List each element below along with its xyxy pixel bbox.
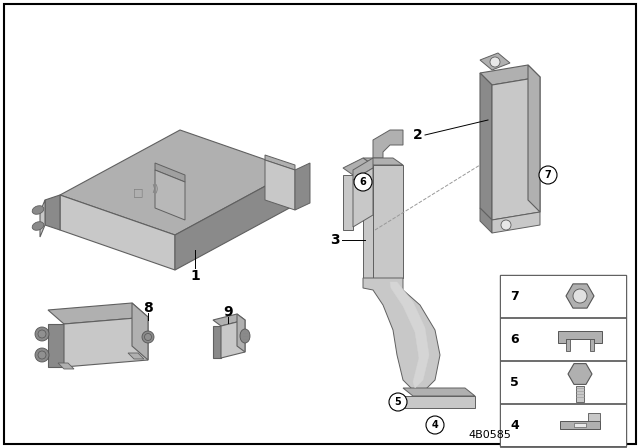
Ellipse shape — [240, 329, 250, 343]
Text: 6: 6 — [360, 177, 366, 187]
Text: 2: 2 — [413, 128, 423, 142]
Polygon shape — [60, 195, 175, 270]
Text: 3: 3 — [330, 233, 340, 247]
Bar — [500, 404, 626, 446]
Polygon shape — [390, 282, 429, 388]
Circle shape — [501, 220, 511, 230]
Polygon shape — [373, 130, 403, 158]
Polygon shape — [480, 208, 492, 233]
Text: 5: 5 — [395, 397, 401, 407]
Polygon shape — [590, 339, 594, 351]
Bar — [500, 275, 626, 446]
Polygon shape — [48, 303, 148, 324]
Polygon shape — [353, 168, 373, 227]
Polygon shape — [353, 158, 373, 180]
Circle shape — [145, 333, 152, 340]
Circle shape — [38, 330, 46, 338]
Polygon shape — [213, 314, 245, 326]
Text: 8: 8 — [143, 301, 153, 315]
Polygon shape — [566, 339, 570, 351]
Bar — [574, 423, 586, 427]
Circle shape — [539, 166, 557, 184]
Polygon shape — [403, 388, 475, 396]
Bar — [500, 447, 626, 448]
Polygon shape — [295, 163, 310, 210]
Polygon shape — [175, 170, 295, 270]
Polygon shape — [492, 212, 540, 233]
Polygon shape — [128, 353, 144, 359]
Polygon shape — [343, 175, 353, 230]
Circle shape — [389, 393, 407, 411]
Bar — [576, 386, 584, 402]
Polygon shape — [132, 303, 148, 360]
Polygon shape — [588, 413, 600, 421]
Text: 4: 4 — [431, 420, 438, 430]
Bar — [500, 318, 626, 360]
Polygon shape — [155, 163, 185, 182]
Ellipse shape — [32, 222, 44, 230]
Circle shape — [573, 289, 587, 303]
Polygon shape — [560, 421, 600, 429]
Polygon shape — [343, 158, 373, 175]
Polygon shape — [265, 155, 295, 170]
Polygon shape — [48, 324, 64, 367]
Ellipse shape — [32, 206, 44, 214]
Polygon shape — [528, 65, 540, 212]
Circle shape — [35, 327, 49, 341]
Polygon shape — [363, 278, 440, 390]
Circle shape — [490, 57, 500, 67]
Polygon shape — [213, 326, 221, 358]
Polygon shape — [363, 165, 373, 278]
Circle shape — [38, 351, 46, 359]
Polygon shape — [58, 363, 74, 369]
Polygon shape — [45, 195, 60, 230]
Polygon shape — [237, 314, 245, 352]
Bar — [500, 361, 626, 403]
Text: 4: 4 — [510, 418, 519, 431]
Bar — [500, 275, 626, 317]
Circle shape — [142, 331, 154, 343]
Polygon shape — [155, 170, 185, 220]
Circle shape — [354, 173, 372, 191]
Polygon shape — [480, 53, 510, 70]
Text: 5: 5 — [510, 375, 519, 388]
Polygon shape — [363, 158, 403, 165]
Polygon shape — [492, 77, 540, 220]
Text: □: □ — [132, 187, 143, 197]
Polygon shape — [221, 320, 245, 358]
Text: 7: 7 — [510, 289, 519, 302]
Text: 1: 1 — [190, 269, 200, 283]
Polygon shape — [373, 165, 403, 278]
Polygon shape — [64, 317, 148, 367]
Text: 9: 9 — [223, 305, 233, 319]
Polygon shape — [558, 331, 602, 343]
Text: 7: 7 — [545, 170, 552, 180]
Text: 4B0585: 4B0585 — [468, 430, 511, 440]
Text: 6: 6 — [510, 332, 518, 345]
Circle shape — [426, 416, 444, 434]
Polygon shape — [480, 73, 492, 220]
Polygon shape — [403, 396, 475, 408]
Circle shape — [35, 348, 49, 362]
Polygon shape — [60, 130, 295, 235]
Polygon shape — [480, 65, 540, 85]
Polygon shape — [265, 160, 295, 210]
Polygon shape — [40, 200, 45, 237]
Text: ⟩): ⟩) — [151, 183, 159, 193]
